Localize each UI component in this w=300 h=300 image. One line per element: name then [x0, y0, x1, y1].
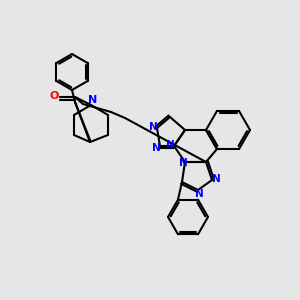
Text: N: N [88, 95, 98, 105]
Text: N: N [148, 122, 158, 132]
Text: N: N [212, 174, 220, 184]
Text: N: N [152, 143, 160, 153]
Text: N: N [195, 189, 203, 199]
Text: N: N [178, 158, 188, 168]
Text: O: O [49, 91, 59, 101]
Text: N: N [166, 140, 174, 150]
